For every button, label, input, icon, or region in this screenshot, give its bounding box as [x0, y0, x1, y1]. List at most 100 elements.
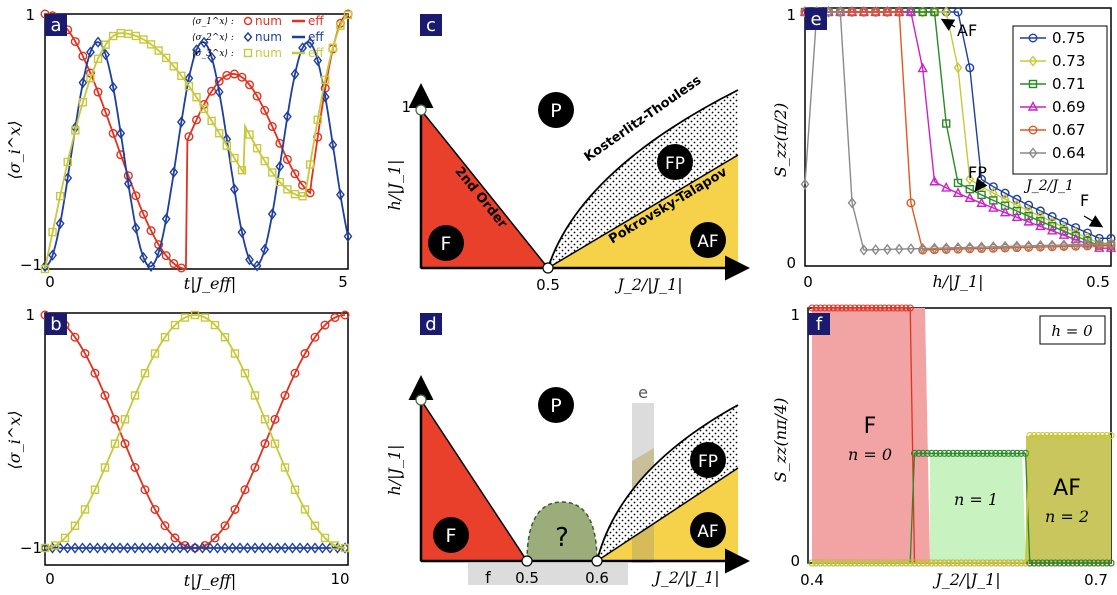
- phase-c-af-badge: [690, 222, 726, 258]
- panel-b-xlabel: t|J_eff|: [184, 571, 236, 590]
- panel-c-xtick: 0.5: [536, 276, 560, 294]
- strip-f: [468, 563, 628, 585]
- panel-f-series-point: [1013, 559, 1021, 567]
- ann-f-arrow: [1083, 215, 1104, 228]
- panel-b-sigma1-point: [130, 463, 140, 473]
- panel-a-sigma2-point: [101, 49, 110, 61]
- panel-f-series-point: [1094, 559, 1102, 567]
- panel-a-sigma2-point: [260, 243, 270, 256]
- panel-b-sigma3-point: [50, 541, 60, 550]
- panel-a-sigma1-point: [237, 72, 247, 82]
- panel-e-legend: 0.75 0.73 0.71 0.69 0.67 0.64 J_2/J_1: [1012, 25, 1108, 194]
- panel-b-sigma2-point: [288, 542, 297, 554]
- panel-a-sigma3-point: [298, 192, 307, 201]
- panel-a-sigma1-point: [131, 191, 141, 201]
- panel-d-label-box: [420, 313, 442, 335]
- panel-f-series-point: [1000, 449, 1008, 457]
- panel-b-sigma3-point: [120, 415, 130, 424]
- panel-e-series-point: [953, 62, 963, 74]
- ann-fp: FP: [968, 163, 987, 182]
- panel-e-legend-box: [1012, 25, 1108, 175]
- panel-b-sigma3-point: [310, 521, 320, 530]
- panel-d-xtick-06: 0.6: [585, 569, 609, 587]
- panel-b-sigma3-point: [280, 463, 290, 472]
- panel-a-sigma1-point: [138, 209, 148, 219]
- panel-f-series-point: [1043, 431, 1051, 440]
- panel-c-xlabel: J_2/|J_1|: [614, 275, 682, 294]
- panel-b-sigma2-point: [220, 542, 230, 554]
- panel-e-series-point: [859, 244, 869, 256]
- panel-e: e 1 0 0 0.5 h/|J_1| S_zz(π/2) AF FP F 0.…: [771, 6, 1117, 291]
- panel-a-sigma2-point: [161, 213, 171, 225]
- panel-e-series-point: [847, 7, 857, 17]
- panel-f-series-point: [1060, 559, 1068, 567]
- panel-e-series-point: [1105, 242, 1117, 252]
- panel-f-series-point: [910, 559, 919, 567]
- panel-a-sigma1-point: [184, 132, 194, 142]
- phase-c-p-badge: [538, 92, 574, 128]
- panel-f-series-point: [940, 559, 948, 567]
- panel-f-series-point: [915, 449, 923, 457]
- panel-f-series-point: [1069, 559, 1077, 567]
- panel-b-sigma2-point: [318, 542, 327, 554]
- panel-f-series-point: [881, 559, 889, 567]
- legend-s3-eff: eff: [308, 46, 324, 60]
- panel-f-series-point: [953, 449, 961, 457]
- phase-c-af-label: AF: [697, 232, 718, 252]
- panel-a-sigma3-point: [177, 71, 186, 81]
- legend-s1-label: ⟨σ_1^x⟩ :: [192, 17, 234, 27]
- panel-b-sigma1-point: [80, 349, 90, 359]
- panel-e-series-point: [905, 6, 917, 16]
- panel-e-series-point: [1012, 206, 1022, 216]
- panel-f-series-point: [923, 449, 931, 457]
- panel-e-series-point: [1035, 239, 1045, 252]
- panel-e-series-point: [800, 178, 810, 190]
- panel-a-sigma3-point: [275, 177, 285, 187]
- panel-a-sigma2-point: [63, 172, 73, 184]
- panel-e-label: e: [810, 9, 821, 30]
- panel-f-series-point: [851, 559, 859, 567]
- panel-a-sigma3-point: [63, 157, 72, 167]
- panel-a-sigma1-point: [245, 80, 255, 90]
- panel-b-sigma3-point: [250, 391, 260, 400]
- panel-a-sigma3-point: [40, 264, 50, 274]
- panel-b-sigma3-point: [70, 521, 80, 530]
- panel-a-sigma3-point: [237, 166, 247, 175]
- panel-a-sigma3-point: [207, 116, 216, 126]
- panel-b-sigma1-point: [70, 332, 80, 342]
- panel-a-sigma2-point: [199, 36, 209, 49]
- panel-a-sigma2-point: [55, 217, 65, 230]
- panel-f-series-point: [1022, 559, 1030, 567]
- panel-e-series-point: [1083, 238, 1092, 251]
- panel-f-series-point: [1090, 559, 1098, 567]
- phase-d-fp-label: FP: [698, 452, 718, 472]
- panel-b-sigma2-point: [340, 542, 350, 554]
- panel-e-series-point: [1058, 229, 1070, 239]
- panel-e-series-point: [953, 7, 963, 17]
- panel-e-series-point: [988, 202, 999, 212]
- legend-s2-eff: eff: [308, 30, 324, 44]
- panel-f-series-point: [838, 559, 846, 567]
- panel-c-point-h1: [415, 104, 427, 116]
- panel-b-sigma2-point: [273, 542, 282, 554]
- strip-f-label: f: [485, 568, 491, 587]
- panel-b-sigma3-point: [200, 313, 210, 322]
- panel-a-sigma3-point: [321, 75, 330, 85]
- panel-f-series-point: [1030, 559, 1038, 567]
- panel-a-sigma3-point: [215, 129, 224, 138]
- panel-f-series-point: [1026, 431, 1034, 440]
- phase-c-f-label: F: [441, 233, 452, 255]
- panel-b-sigma2-point: [310, 542, 320, 554]
- panel-a-sigma3-point: [192, 92, 201, 102]
- panel-a-sigma1-point: [161, 251, 171, 261]
- panel-e-series-point: [1000, 188, 1010, 198]
- panel-f-xtick-07: 0.7: [1084, 571, 1108, 589]
- panel-f-series-point: [975, 449, 983, 457]
- legend-e-marker: [1027, 101, 1039, 111]
- panel-a-sigma1-point: [176, 263, 186, 273]
- panel-b-sigma1-point: [320, 320, 330, 330]
- panel-b-sigma3-point: [240, 369, 250, 378]
- panel-f-ytick-1: 1: [790, 306, 800, 324]
- panel-f-series-point: [868, 559, 876, 567]
- panel-f-series-point: [945, 449, 953, 457]
